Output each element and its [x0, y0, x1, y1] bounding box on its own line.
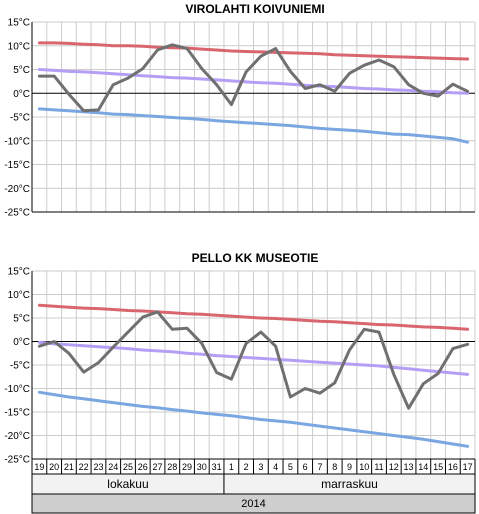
y-tick-label: -5°C [10, 113, 30, 124]
y-tick-label: 15°C [8, 267, 30, 278]
x-tick-label: 19 [34, 462, 44, 472]
x-tick-label: 26 [138, 462, 148, 472]
y-tick-label: -25°C [4, 208, 30, 219]
month-label: marraskuu [321, 477, 378, 491]
series-line-2 [37, 68, 470, 95]
series-line-3 [37, 390, 470, 448]
chart-title-2: PELLO KK MUSEOTIE [192, 251, 319, 265]
y-tick-label: -10°C [4, 384, 30, 395]
y-tick-label: -15°C [4, 408, 30, 419]
x-tick-label: 29 [182, 462, 192, 472]
x-tick-label: 24 [108, 462, 118, 472]
x-tick-label: 2 [244, 462, 249, 472]
x-tick-label: 7 [317, 462, 322, 472]
y-tick-label: 0°C [13, 89, 30, 100]
x-tick-label: 8 [332, 462, 337, 472]
x-tick-label: 15 [433, 462, 443, 472]
x-tick-label: 30 [197, 462, 207, 472]
y-tick-label: 10°C [8, 41, 30, 52]
x-tick-label: 27 [153, 462, 163, 472]
x-tick-label: 21 [64, 462, 74, 472]
month-label: lokakuu [107, 477, 148, 491]
x-tick-label: 5 [288, 462, 293, 472]
x-tick-label: 3 [258, 462, 263, 472]
chart-title-1: VIROLAHTI KOIVUNIEMI [185, 2, 324, 16]
y-tick-label: -10°C [4, 136, 30, 147]
y-tick-label: -20°C [4, 431, 30, 442]
y-tick-label: -5°C [10, 361, 30, 372]
y-tick-label: 15°C [8, 18, 30, 29]
x-tick-label: 14 [418, 462, 428, 472]
x-tick-label: 12 [389, 462, 399, 472]
series-line-2 [37, 340, 470, 376]
y-tick-label: 0°C [13, 337, 30, 348]
y-tick-label: 5°C [13, 314, 30, 325]
x-tick-label: 28 [167, 462, 177, 472]
plot-area-2: 15°C 10°C 5°C 0°C -5°C -10°C -15°C -20°C -25°C [4, 267, 476, 466]
x-tick-label: 1 [229, 462, 234, 472]
y-tick-label: 10°C [8, 290, 30, 301]
x-tick-label: 31 [212, 462, 222, 472]
x-tick-label: 10 [359, 462, 369, 472]
x-tick-label: 16 [448, 462, 458, 472]
x-tick-label: 4 [273, 462, 278, 472]
x-axis: 19 20 21 22 23 24 25 26 27 28 29 30 31 1 2 3 4 5 6 7 8 9 10 11 1… [31, 459, 476, 514]
y-tick-label: -15°C [4, 160, 30, 171]
x-tick-label: 9 [347, 462, 352, 472]
x-tick-label: 22 [79, 462, 89, 472]
series-line-1 [37, 41, 470, 61]
series-line-4 [37, 310, 470, 410]
year-band [31, 493, 476, 514]
plot-area-1: 15°C 10°C 5°C 0°C -5°C -10°C -15°C -20°C -25°C [4, 18, 476, 219]
x-tick-label: 6 [303, 462, 308, 472]
x-tick-label: 17 [463, 462, 473, 472]
x-tick-label: 25 [123, 462, 133, 472]
y-tick-label: 5°C [13, 65, 30, 76]
x-tick-label: 20 [49, 462, 59, 472]
series-line-3 [37, 107, 470, 144]
x-tick-label: 23 [93, 462, 103, 472]
y-tick-label: -20°C [4, 184, 30, 195]
series-line-4 [37, 43, 470, 113]
y-tick-label: -25°C [4, 455, 30, 466]
year-label: 2014 [241, 498, 265, 510]
x-tick-label: 11 [374, 462, 383, 472]
x-tick-label: 13 [404, 462, 414, 472]
series-line-1 [37, 303, 470, 331]
